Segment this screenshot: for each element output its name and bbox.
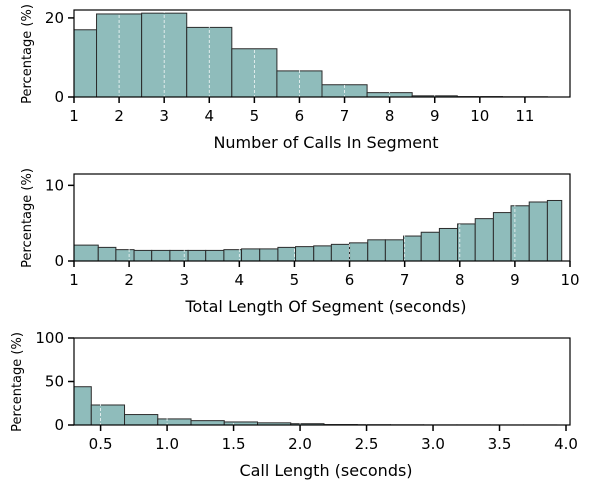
y-tick-label: 10 — [45, 176, 64, 194]
histogram-bar — [191, 421, 224, 425]
histogram-bar — [116, 250, 134, 261]
x-tick-label: 3.5 — [488, 435, 512, 453]
histogram-bar — [278, 247, 296, 261]
histogram-bar — [493, 213, 511, 261]
x-tick-label: 8 — [455, 271, 465, 289]
histogram-bar — [74, 245, 98, 261]
x-tick-label: 4 — [235, 271, 245, 289]
y-tick-label: 0 — [54, 88, 64, 106]
histogram-bar — [170, 250, 188, 261]
histogram-bar — [475, 219, 493, 261]
histogram-bar — [439, 228, 457, 261]
histogram-bar — [296, 247, 314, 261]
x-tick-label: 3.0 — [421, 435, 445, 453]
x-axis-label: Total Length Of Segment (seconds) — [184, 297, 466, 316]
x-tick-label: 4 — [204, 107, 214, 125]
y-axis-label: Percentage (%) — [20, 168, 35, 268]
histogram-bar — [368, 240, 386, 261]
x-tick-label: 7 — [340, 107, 350, 125]
histogram-bar — [421, 232, 439, 261]
y-tick-label: 20 — [45, 9, 64, 27]
x-tick-label: 4.0 — [554, 435, 578, 453]
chart-panel-1: 1 2 3 4 5 6 7 8 9 10 11 0 20 Number of Calls In Segme… — [20, 4, 570, 152]
histogram-bar — [547, 200, 561, 261]
x-tick-label: 2.5 — [355, 435, 379, 453]
x-tick-label: 11 — [515, 107, 534, 125]
chart-panel-2: 1 2 3 4 5 6 7 8 9 10 0 10 Total Length Of Segment (s… — [20, 168, 580, 316]
histogram-bar — [188, 250, 206, 261]
histogram-bar — [385, 240, 403, 261]
x-tick-label: 5 — [250, 107, 260, 125]
x-tick-label: 10 — [470, 107, 489, 125]
axes-frame — [74, 338, 570, 425]
x-tick-label: 9 — [430, 107, 440, 125]
x-axis-label: Number of Calls In Segment — [213, 133, 438, 152]
y-axis-label: Percentage (%) — [20, 4, 35, 104]
y-axis-label: Percentage (%) — [10, 332, 25, 432]
y-tick-label: 0 — [54, 416, 64, 434]
x-tick-label: 8 — [385, 107, 395, 125]
x-tick-label: 6 — [345, 271, 355, 289]
histogram-bar — [404, 236, 422, 261]
histogram-bar — [206, 250, 224, 261]
x-tick-label: 7 — [400, 271, 410, 289]
y-tick-label: 100 — [35, 329, 64, 347]
x-tick-label: 1 — [69, 271, 79, 289]
x-tick-label: 3 — [179, 271, 189, 289]
histogram-bar — [529, 202, 547, 261]
histogram-bar — [224, 250, 242, 261]
histogram-bar — [277, 71, 322, 97]
x-tick-label: 6 — [295, 107, 305, 125]
x-tick-label: 1.5 — [222, 435, 246, 453]
histogram-bar — [331, 244, 349, 261]
histogram-bar — [158, 419, 191, 425]
x-tick-label: 5 — [290, 271, 300, 289]
histogram-bar — [98, 247, 116, 261]
histogram-bar — [511, 206, 529, 261]
histogram-bar — [242, 249, 260, 261]
x-axis-label: Call Length (seconds) — [239, 461, 412, 480]
x-tick-label: 9 — [510, 271, 520, 289]
x-tick-label: 10 — [560, 271, 579, 289]
x-tick-label: 2.0 — [288, 435, 312, 453]
y-tick-label: 0 — [54, 252, 64, 270]
histogram-bar — [74, 30, 97, 97]
x-tick-label: 1.0 — [155, 435, 179, 453]
histogram-bar — [314, 246, 332, 261]
x-tick-label: 3 — [159, 107, 169, 125]
histogram-bar — [260, 249, 278, 261]
chart-panel-3: 0.5 1.0 1.5 2.0 2.5 3.0 3.5 4.0 0 50 100 Call Lengt… — [10, 329, 578, 480]
histogram-bar — [125, 415, 158, 425]
histogram-bar — [134, 250, 152, 261]
histogram-bar — [152, 250, 170, 261]
histogram-bar — [74, 387, 91, 425]
y-tick-label: 50 — [45, 373, 64, 391]
x-tick-label: 0.5 — [89, 435, 113, 453]
x-tick-label: 2 — [124, 271, 134, 289]
x-tick-label: 1 — [69, 107, 79, 125]
histogram-bar — [91, 405, 124, 425]
x-tick-label: 2 — [114, 107, 124, 125]
histogram-bar — [458, 224, 476, 261]
histogram-bar — [350, 243, 368, 261]
